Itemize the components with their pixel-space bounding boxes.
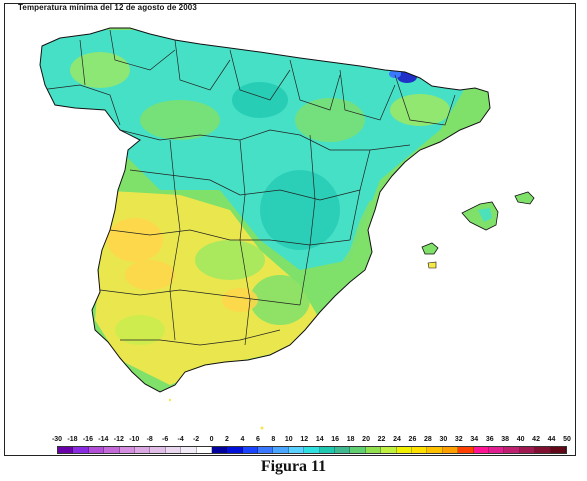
legend-swatch (535, 447, 551, 453)
legend-swatch (58, 447, 74, 453)
cool-north (70, 52, 130, 88)
legend-swatch (458, 447, 474, 453)
legend-label: 50 (563, 436, 571, 443)
legend-swatch (411, 447, 428, 453)
cool-north (260, 170, 340, 250)
legend-swatch (165, 447, 182, 453)
cool-north (390, 94, 450, 126)
legend-label: 28 (424, 436, 432, 443)
legend-swatch (304, 447, 320, 453)
legend-swatch (504, 447, 520, 453)
legend-label: 20 (362, 436, 370, 443)
legend-swatch (273, 447, 289, 453)
balearic-islands (421, 191, 535, 269)
legend-label: 16 (331, 436, 340, 443)
province-borders (40, 29, 456, 346)
legend-label: 24 (393, 436, 401, 443)
warm-south (250, 275, 310, 325)
legend-swatch (381, 447, 397, 453)
legend-label: 10 (284, 436, 293, 443)
cool-north (140, 100, 220, 140)
legend-swatch (442, 447, 459, 453)
legend-label: -16 (82, 436, 93, 443)
legend-label: -18 (67, 436, 78, 443)
legend-label: 42 (532, 436, 540, 443)
coldest-pyrenees (389, 70, 401, 78)
map-title: Temperatura mínima del 12 de agosto de 2… (18, 3, 197, 12)
legend-swatch (104, 447, 120, 453)
legend-swatch (242, 447, 259, 453)
legend-swatch (150, 447, 166, 453)
legend-label: 22 (377, 436, 386, 443)
legend-label: 8 (271, 436, 276, 443)
legend-swatch (319, 447, 336, 453)
warm-south (195, 240, 265, 280)
legend-label: 6 (255, 436, 260, 443)
legend-swatch (335, 447, 351, 453)
legend-label: 14 (315, 436, 324, 443)
legend-label: -4 (177, 436, 184, 443)
legend-swatch (88, 447, 105, 453)
cool-north (295, 98, 365, 142)
legend-label: 30 (439, 436, 448, 443)
cool-north (40, 30, 470, 270)
legend-label: 34 (470, 436, 479, 443)
legend-colorbar (57, 446, 567, 454)
legend-swatch (365, 447, 382, 453)
legend-label: 32 (454, 436, 463, 443)
legend-label: 44 (547, 436, 556, 443)
alboran-island (260, 426, 264, 430)
legend-swatch (488, 447, 505, 453)
legend-label: -12 (113, 436, 124, 443)
legend-labels: -30 -18 -16 -14 -12 -10 -8 -6 -4 -2 0 2 4 6 8 10 12 14 16 1… (52, 436, 571, 446)
legend-label: -8 (146, 436, 153, 443)
legend-swatch (550, 447, 566, 453)
legend-swatch (227, 447, 243, 453)
hot-guadiana (107, 218, 163, 262)
legend-swatch (473, 447, 489, 453)
legend-swatch (258, 447, 274, 453)
legend-swatch (396, 447, 412, 453)
legend-label: -30 (51, 436, 63, 443)
islet (168, 398, 172, 402)
legend-swatch (134, 447, 151, 453)
legend-swatch (519, 447, 536, 453)
cool-north (232, 82, 288, 118)
legend-label: 36 (485, 436, 494, 443)
legend-label: -6 (162, 436, 169, 443)
legend-label: -2 (192, 436, 200, 443)
peninsula (39, 27, 491, 393)
warm-south (115, 315, 165, 345)
legend-swatch (119, 447, 135, 453)
hot-guadiana (222, 288, 258, 312)
legend-swatch (427, 447, 443, 453)
legend-label: 4 (240, 436, 245, 443)
legend-label: 38 (501, 436, 510, 443)
legend-label: -10 (129, 436, 140, 443)
legend-swatch (73, 447, 89, 453)
legend-label: 18 (346, 436, 355, 443)
legend-swatch (181, 447, 197, 453)
legend-swatch (288, 447, 305, 453)
figure-caption: Figura 11 (260, 458, 327, 475)
legend-label: 12 (300, 436, 309, 443)
legend-label: 2 (225, 436, 229, 443)
legend-swatch (350, 447, 366, 453)
hot-guadiana (125, 260, 175, 290)
legend-label: 0 (209, 436, 214, 443)
legend-label: -14 (98, 436, 109, 443)
legend-label: 26 (408, 436, 417, 443)
legend-swatch (211, 447, 228, 453)
legend-swatch (196, 447, 212, 453)
legend-label: 40 (516, 436, 525, 443)
